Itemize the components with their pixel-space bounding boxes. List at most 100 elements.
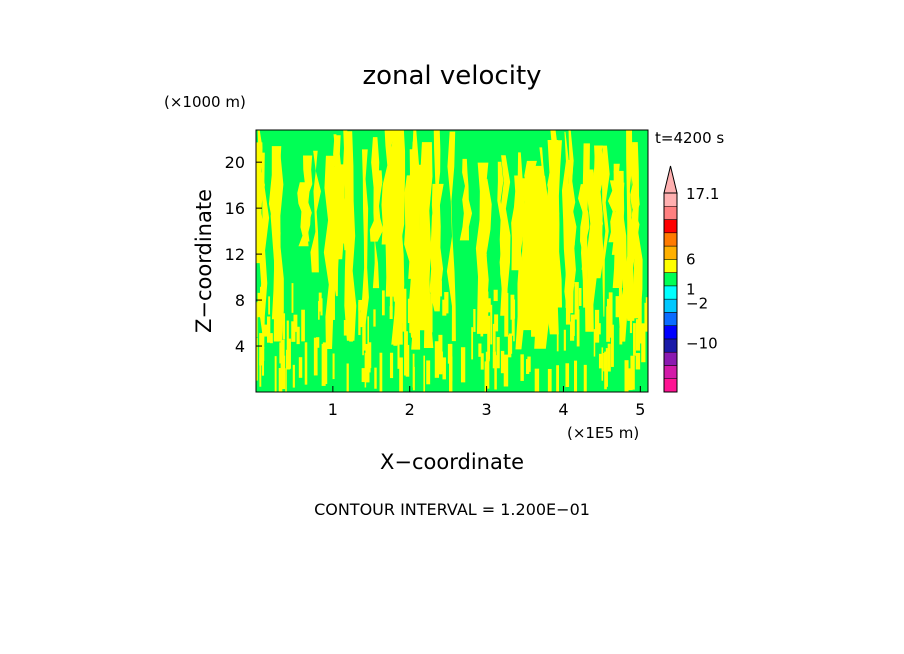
velocity-streak — [641, 323, 646, 363]
velocity-streak — [526, 174, 540, 318]
colorbar-segment — [663, 259, 678, 273]
colorbar: 17.1 6 1−2 −10 — [663, 165, 719, 393]
velocity-streak — [446, 131, 456, 342]
time-label: t=4200 s — [655, 129, 724, 147]
velocity-streak — [627, 296, 632, 314]
velocity-streak — [274, 356, 277, 392]
velocity-streak — [330, 294, 333, 331]
velocity-streak — [399, 357, 403, 392]
velocity-streak — [603, 353, 607, 372]
x-tick-label: 4 — [558, 400, 568, 419]
colorbar-label: 17.1 — [686, 185, 719, 203]
velocity-streak — [449, 356, 453, 392]
velocity-streak — [565, 363, 570, 388]
velocity-streak — [349, 304, 353, 342]
velocity-streak — [288, 338, 291, 369]
y-axis-label: Z−coordinate — [192, 189, 216, 333]
velocity-streak — [411, 318, 415, 336]
velocity-streak — [583, 364, 587, 392]
velocity-streak — [549, 299, 554, 330]
velocity-streak — [500, 350, 505, 374]
plot-frame — [255, 129, 649, 393]
velocity-streak — [300, 155, 313, 242]
velocity-streak — [534, 368, 540, 392]
velocity-streak — [298, 357, 303, 378]
colorbar-label: −2 — [686, 294, 708, 312]
velocity-streak — [547, 368, 552, 392]
velocity-streak — [607, 343, 611, 372]
velocity-streak — [490, 304, 493, 345]
velocity-streak — [270, 333, 273, 344]
velocity-streak — [504, 292, 509, 337]
colorbar-label: −10 — [686, 334, 718, 352]
velocity-streak — [520, 354, 524, 381]
velocity-streak — [315, 337, 320, 348]
velocity-streak — [547, 130, 561, 301]
velocity-streak — [601, 145, 610, 317]
velocity-streak — [261, 336, 265, 376]
velocity-streak — [496, 337, 500, 369]
velocity-streak — [256, 302, 258, 338]
velocity-streak — [332, 284, 335, 320]
velocity-streak — [390, 164, 405, 345]
velocity-streak — [296, 326, 300, 345]
velocity-streak — [402, 288, 407, 332]
y-tick-label: 12 — [225, 245, 245, 264]
velocity-streak — [556, 332, 559, 352]
velocity-streak — [635, 319, 641, 351]
colorbar-segment — [663, 192, 678, 207]
contour-interval-label: CONTOUR INTERVAL = 1.200E−01 — [314, 500, 590, 519]
velocity-streak — [619, 327, 623, 345]
velocity-streak — [563, 329, 566, 351]
velocity-streak — [593, 329, 596, 357]
velocity-streak — [497, 161, 504, 279]
velocity-streak — [263, 324, 268, 337]
velocity-streak — [430, 293, 433, 333]
velocity-streak — [576, 309, 580, 347]
velocity-streak — [268, 296, 271, 315]
velocity-streak — [574, 282, 579, 320]
velocity-streak — [420, 142, 434, 349]
velocity-streak — [585, 169, 598, 332]
velocity-streak — [256, 337, 258, 381]
velocity-streak — [278, 368, 283, 392]
velocity-field — [256, 130, 648, 392]
velocity-streak — [561, 131, 571, 308]
velocity-streak — [321, 343, 326, 386]
velocity-streak — [286, 320, 289, 358]
velocity-streak — [438, 334, 443, 375]
x-unit-label: (×1E5 m) — [567, 424, 639, 442]
velocity-streak — [480, 353, 484, 370]
velocity-streak — [513, 307, 515, 342]
velocity-streak — [511, 175, 524, 271]
velocity-streak — [381, 290, 385, 316]
velocity-streak — [268, 146, 282, 320]
velocity-streak — [532, 280, 535, 325]
velocity-streak — [529, 287, 533, 327]
velocity-streak — [611, 324, 614, 367]
colorbar-segment — [663, 285, 678, 300]
velocity-streak — [527, 356, 531, 372]
velocity-streak — [362, 327, 364, 356]
velocity-streak — [615, 296, 620, 318]
velocity-streak — [301, 309, 305, 342]
velocity-streak — [503, 354, 509, 387]
velocity-streak — [367, 316, 370, 356]
velocity-streak — [499, 155, 511, 316]
x-tick-label: 2 — [405, 400, 415, 419]
velocity-streak — [412, 366, 415, 391]
colorbar-segment — [663, 378, 678, 393]
velocity-streak — [364, 352, 367, 388]
velocity-streak — [596, 323, 601, 335]
velocity-streak — [318, 292, 322, 312]
velocity-streak — [369, 170, 384, 242]
velocity-streak — [624, 360, 629, 392]
velocity-streak — [280, 339, 285, 372]
velocity-streak — [389, 352, 394, 379]
velocity-streak — [629, 320, 633, 334]
chart-title: zonal velocity — [362, 61, 541, 91]
colorbar-top-arrow — [663, 165, 678, 194]
velocity-streak — [256, 130, 265, 241]
velocity-streak — [431, 130, 441, 261]
